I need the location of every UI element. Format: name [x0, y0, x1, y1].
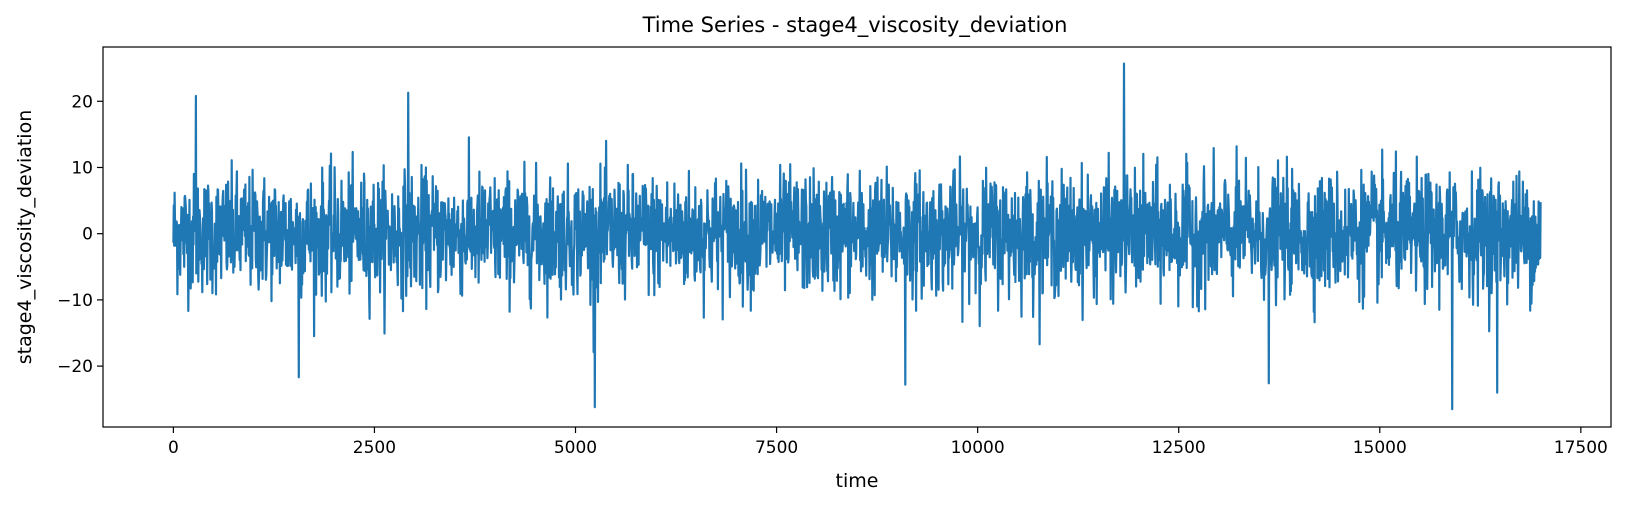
- y-tick-label: −20: [57, 357, 93, 377]
- y-tick-label: 20: [71, 92, 93, 112]
- x-tick-label: 7500: [755, 438, 798, 458]
- x-tick-label: 0: [168, 438, 179, 458]
- y-tick-label: −10: [57, 291, 93, 311]
- chart-title: Time Series - stage4_viscosity_deviation: [642, 13, 1068, 38]
- y-tick-label: 0: [82, 225, 93, 245]
- x-tick-label: 12500: [1152, 438, 1206, 458]
- x-axis: 0 2500 5000 7500 10000 12500 15000 17500: [168, 427, 1608, 458]
- y-axis-label: stage4_viscosity_deviation: [14, 110, 36, 365]
- plot-area: [102, 46, 1612, 428]
- series-time-series: [172, 62, 1542, 411]
- x-axis-label: time: [836, 470, 879, 492]
- plot-frame: [102, 46, 1612, 428]
- x-tick-label: 10000: [951, 438, 1005, 458]
- x-tick-label: 2500: [353, 438, 396, 458]
- y-tick-label: 10: [71, 158, 93, 178]
- x-tick-label: 17500: [1554, 438, 1608, 458]
- series-line: [172, 62, 1542, 411]
- y-axis: −20 −10 0 10 20: [57, 92, 103, 377]
- x-tick-label: 5000: [554, 438, 597, 458]
- x-tick-label: 15000: [1353, 438, 1407, 458]
